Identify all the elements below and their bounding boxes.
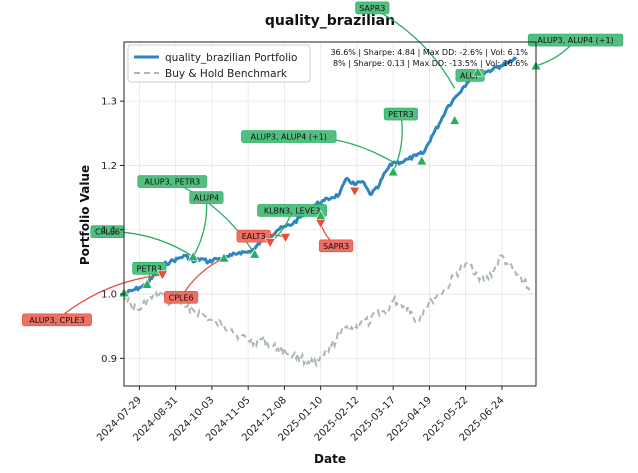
sell-marker (264, 238, 276, 249)
legend-frame (127, 44, 311, 83)
buy-marker (249, 248, 261, 259)
legend: quality_brazilian Portfolio Buy & Hold B… (127, 44, 311, 83)
sell-marker (156, 270, 168, 281)
buy-marker (218, 252, 230, 263)
buy-marker (187, 251, 199, 262)
annotation-box (22, 313, 92, 327)
buy-marker (387, 166, 399, 177)
annotation-box (164, 290, 199, 304)
annotation-box (236, 229, 271, 243)
annotation-box (257, 204, 327, 217)
annotation-label: ALUP3, PETR3 (144, 178, 200, 187)
sell-marker (349, 186, 361, 197)
annotation-box (241, 130, 337, 143)
legend-label-portfolio: quality_brazilian Portfolio (165, 52, 297, 64)
buy-marker (472, 66, 484, 77)
annotation-label: PETR3 (137, 264, 162, 273)
annotation-label: ALUP (460, 71, 480, 80)
annotation-box (137, 175, 208, 188)
annotation-box (527, 33, 624, 47)
grid-layer (124, 42, 536, 386)
annotation-label: ALUP3, ALUP4 (+1) (537, 36, 613, 45)
series-layer (123, 56, 533, 369)
y-tick-label: 0.9 (101, 354, 117, 365)
x-axis-ticks: 2024-07-292024-08-312024-10-032024-11-05… (95, 386, 507, 444)
annotation-label: SAPR3 (323, 242, 349, 251)
stats-line-1: 36.6% | Sharpe: 4.84 | Max DD: -2.6% | V… (330, 48, 528, 57)
annotation-box (355, 1, 390, 15)
annotation-label: CPLE6 (95, 228, 120, 237)
annotation-arrow (192, 197, 208, 258)
sell-marker (279, 233, 292, 244)
annotation-label: CPLE6 (169, 293, 194, 302)
stats-box: 36.6% | Sharpe: 4.84 | Max DD: -2.6% | V… (330, 48, 528, 68)
y-tick-label: 1.0 (101, 290, 117, 301)
buy-marker (449, 114, 461, 125)
annotation-label: EALT3 (242, 232, 266, 241)
annotation-box (189, 191, 224, 204)
y-axis-title: Portfolio Value (78, 165, 92, 265)
annotation-box (318, 239, 354, 253)
trade-marker-layer (118, 60, 542, 298)
y-axis-ticks: 0.9 1.0 1.1 1.2 1.3 (101, 97, 124, 365)
stats-line-2: 8% | Sharpe: 0.13 | Max DD: -13.5% | Vol… (333, 59, 528, 68)
annotation-label: ALUP4 (194, 194, 219, 203)
annotation-label: SAPR3 (359, 4, 385, 13)
annotation-label: ALUP3, ALUP4 (+1) (251, 133, 327, 142)
legend-label-benchmark: Buy & Hold Benchmark (165, 68, 288, 80)
y-tick-label: 1.1 (101, 225, 117, 236)
annotation-label: PETR3 (388, 110, 413, 119)
chart-title: quality_brazilian (265, 13, 395, 29)
y-tick-label: 1.3 (101, 97, 117, 108)
sell-marker (315, 219, 327, 229)
buy-marker (141, 278, 153, 289)
annotation-label: KLBN3, LEVE3 (264, 206, 320, 215)
annotation-box (383, 107, 418, 121)
buy-marker (416, 155, 428, 166)
benchmark-line (123, 254, 533, 369)
annotation-label: ALUP3, CPLE3 (29, 316, 84, 325)
annotation-layer: ALUP3, CPLE3 PETR3 CPLE6 ALUP3, PETR3 ALUP4 C… (22, 1, 624, 327)
y-tick-label: 1.2 (101, 161, 117, 172)
plot-frame (123, 41, 537, 387)
x-axis-title: Date (314, 452, 346, 466)
